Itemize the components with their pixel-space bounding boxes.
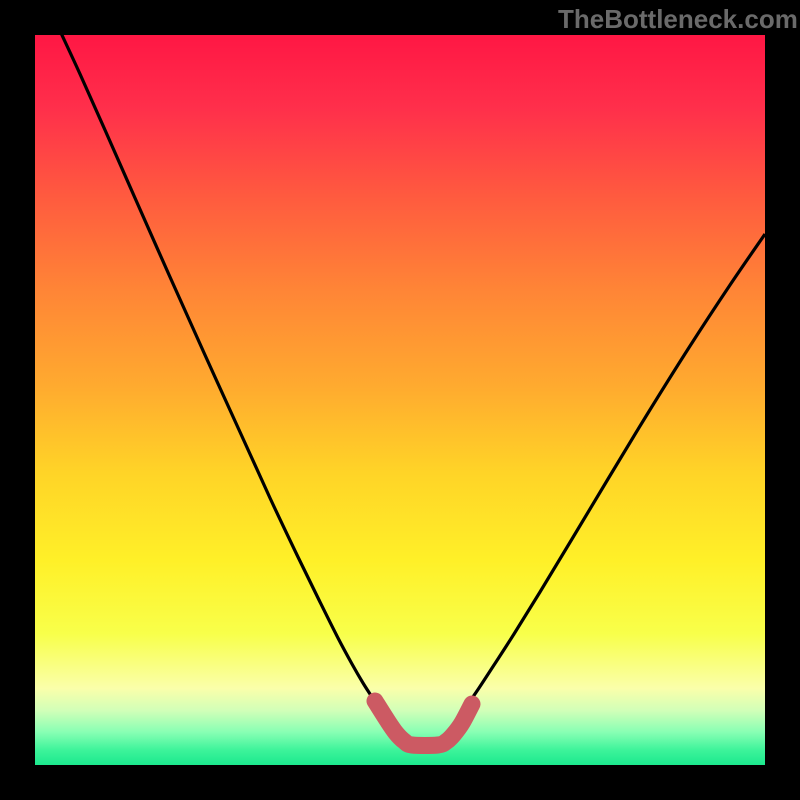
plot-svg (35, 35, 765, 765)
watermark-text: TheBottleneck.com (558, 4, 798, 35)
plot-area (35, 35, 765, 765)
